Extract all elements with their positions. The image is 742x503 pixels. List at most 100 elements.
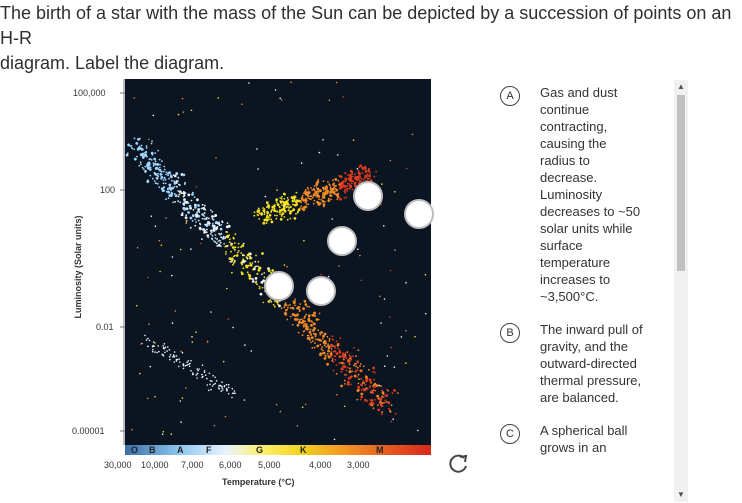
reset-button[interactable] <box>445 451 471 477</box>
star-point <box>365 174 368 177</box>
reset-icon <box>449 454 468 473</box>
star-point <box>219 239 221 242</box>
star-point <box>158 350 160 353</box>
star-point <box>258 218 261 220</box>
star-point <box>182 206 185 209</box>
scroll-thumb[interactable] <box>677 95 685 271</box>
star-point <box>151 153 154 156</box>
star-point <box>178 361 181 363</box>
star-point <box>204 223 207 226</box>
star-point <box>296 425 299 427</box>
star-point <box>208 217 210 220</box>
star-point <box>325 345 328 348</box>
star-point <box>346 188 349 191</box>
star-point <box>145 145 148 148</box>
star-point <box>211 222 214 225</box>
drop-target-1[interactable] <box>264 271 294 301</box>
star-point <box>285 206 288 209</box>
star-point <box>274 89 277 91</box>
star-point <box>332 350 335 353</box>
star-point <box>319 343 322 346</box>
star-point <box>354 173 356 176</box>
star-point <box>384 399 387 402</box>
star-point <box>195 374 197 376</box>
star-point <box>359 176 362 179</box>
star-point <box>135 142 139 145</box>
star-point <box>154 225 157 227</box>
star-point <box>364 383 367 386</box>
star-point <box>299 207 302 210</box>
star-point <box>203 370 206 372</box>
star-point <box>181 397 184 399</box>
option-b[interactable]: B The inward pull of gravity, and the ou… <box>500 321 672 406</box>
star-point <box>146 155 148 158</box>
star-point <box>382 396 385 398</box>
question-line-2: diagram. Label the diagram. <box>0 53 225 73</box>
star-point <box>287 304 289 307</box>
star-point <box>358 378 360 381</box>
drop-target-2[interactable] <box>306 276 336 306</box>
scroll-up-icon[interactable]: ▲ <box>677 82 685 91</box>
star-point <box>351 171 354 174</box>
star-point <box>315 182 319 186</box>
star-point <box>303 330 306 332</box>
star-point <box>153 180 156 182</box>
star-point <box>151 177 154 180</box>
x-tick-label: 30,000 <box>104 460 132 470</box>
star-point <box>254 265 257 268</box>
star-point <box>343 190 346 193</box>
star-point <box>221 381 223 384</box>
drop-target-5[interactable] <box>404 199 434 229</box>
drop-target-3[interactable] <box>327 226 357 256</box>
star-point <box>190 109 193 112</box>
star-point <box>335 373 338 375</box>
star-point <box>202 207 206 210</box>
option-a[interactable]: A Gas and dust continue contracting, cau… <box>500 84 672 305</box>
star-point <box>297 208 301 212</box>
star-point <box>165 171 168 174</box>
option-text: Gas and dust continue contracting, causi… <box>540 85 641 304</box>
star-point <box>307 314 311 318</box>
star-point <box>307 318 311 321</box>
star-point <box>336 393 338 396</box>
star-point <box>154 395 156 398</box>
star-point <box>314 314 316 317</box>
star-point <box>173 356 176 358</box>
star-point <box>133 148 136 151</box>
star-point <box>329 194 332 197</box>
options-scrollbar[interactable]: ▲ ▼ <box>674 80 688 502</box>
star-point <box>312 329 315 332</box>
star-point <box>229 238 231 241</box>
star-point <box>286 306 289 309</box>
question-text: The birth of a star with the mass of the… <box>0 1 740 76</box>
scroll-down-icon[interactable]: ▼ <box>677 490 685 499</box>
option-c[interactable]: C A spherical ball grows in an <box>500 422 672 456</box>
star-point <box>275 403 278 406</box>
star-point <box>359 398 362 401</box>
star-point <box>219 233 222 236</box>
star-point <box>354 370 357 373</box>
star-point <box>171 274 173 277</box>
star-point <box>265 201 269 205</box>
star-point <box>417 429 419 432</box>
star-point <box>347 176 350 179</box>
star-point <box>168 177 170 180</box>
star-point <box>158 158 161 161</box>
drop-target-4[interactable] <box>353 181 383 211</box>
star-point <box>386 394 388 397</box>
star-point <box>320 198 323 201</box>
star-point <box>235 254 239 257</box>
star-point <box>276 203 280 207</box>
star-point <box>331 190 334 194</box>
star-point <box>330 344 332 346</box>
star-point <box>290 205 292 208</box>
star-point <box>234 233 237 236</box>
star-point <box>147 337 149 340</box>
star-point <box>176 172 179 175</box>
star-point <box>262 210 265 212</box>
star-point <box>217 97 220 99</box>
star-point <box>215 226 219 230</box>
star-point <box>213 240 215 242</box>
star-point <box>142 168 145 171</box>
star-point <box>225 383 228 386</box>
